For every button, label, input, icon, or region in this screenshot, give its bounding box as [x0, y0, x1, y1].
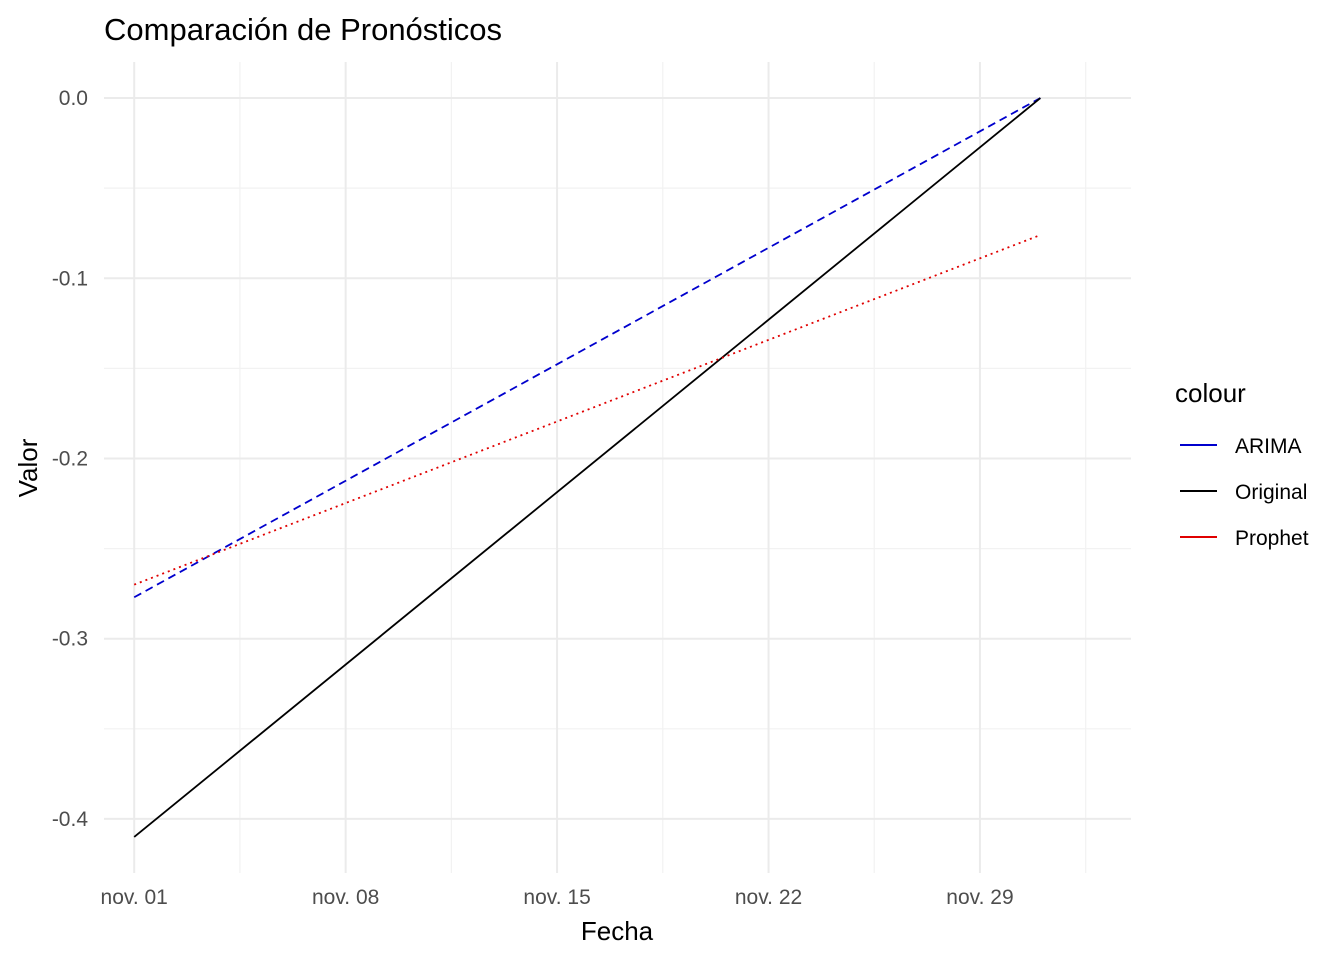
x-tick-label: nov. 22	[735, 886, 802, 909]
grid	[104, 62, 1131, 873]
y-tick-label: 0.0	[59, 87, 88, 110]
x-tick-label: nov. 29	[946, 886, 1013, 909]
y-tick-label: -0.1	[52, 267, 88, 290]
legend-item-prophet: Prophet	[1180, 527, 1309, 550]
legend-label: ARIMA	[1235, 435, 1302, 458]
x-tick-label: nov. 08	[312, 886, 379, 909]
chart-title: Comparación de Pronósticos	[104, 12, 502, 47]
x-tick-label: nov. 15	[523, 886, 590, 909]
series-line-arima	[133, 97, 1041, 599]
legend: colour ARIMA Original Prophet	[1175, 378, 1309, 550]
y-axis-ticks: 0.0 -0.1 -0.2 -0.3 -0.4	[52, 87, 89, 831]
y-tick-label: -0.3	[52, 628, 88, 651]
y-tick-label: -0.2	[52, 447, 88, 470]
series-line-original	[133, 97, 1041, 838]
legend-item-arima: ARIMA	[1180, 435, 1302, 458]
plot-panel	[104, 62, 1131, 873]
legend-title: colour	[1175, 378, 1246, 408]
y-axis-title: Valor	[13, 438, 43, 497]
legend-item-original: Original	[1180, 481, 1307, 504]
x-tick-label: nov. 01	[101, 886, 168, 909]
x-axis-ticks: nov. 01 nov. 08 nov. 15 nov. 22 nov. 29	[101, 886, 1014, 909]
series-line-prophet	[133, 234, 1041, 586]
legend-label: Original	[1235, 481, 1307, 504]
legend-label: Prophet	[1235, 527, 1309, 550]
x-axis-title: Fecha	[581, 916, 654, 946]
series-lines	[133, 97, 1041, 838]
y-tick-label: -0.4	[52, 808, 89, 831]
legend-items: ARIMA Original Prophet	[1180, 435, 1309, 550]
